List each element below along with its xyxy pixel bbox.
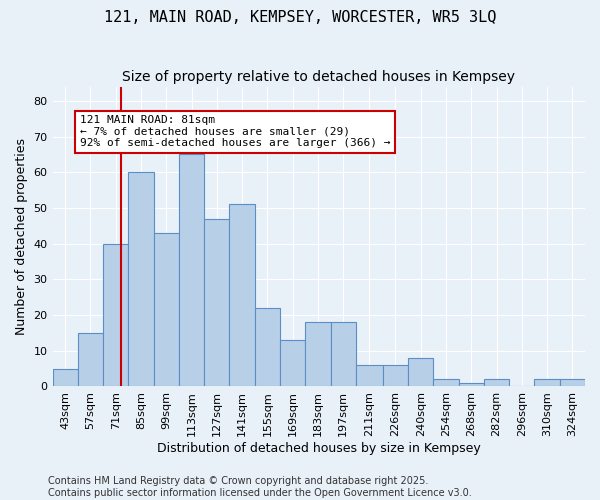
- Bar: [229, 204, 254, 386]
- Bar: [254, 308, 280, 386]
- Bar: [280, 340, 305, 386]
- Bar: [484, 380, 509, 386]
- Bar: [204, 218, 229, 386]
- Bar: [458, 383, 484, 386]
- Bar: [103, 244, 128, 386]
- Text: 121 MAIN ROAD: 81sqm
← 7% of detached houses are smaller (29)
92% of semi-detach: 121 MAIN ROAD: 81sqm ← 7% of detached ho…: [80, 115, 390, 148]
- Bar: [560, 380, 585, 386]
- Bar: [128, 172, 154, 386]
- Bar: [408, 358, 433, 386]
- Bar: [356, 365, 383, 386]
- Bar: [154, 233, 179, 386]
- Bar: [53, 368, 78, 386]
- Bar: [179, 154, 204, 386]
- Bar: [433, 380, 458, 386]
- X-axis label: Distribution of detached houses by size in Kempsey: Distribution of detached houses by size …: [157, 442, 481, 455]
- Bar: [305, 322, 331, 386]
- Bar: [78, 333, 103, 386]
- Bar: [535, 380, 560, 386]
- Bar: [331, 322, 356, 386]
- Title: Size of property relative to detached houses in Kempsey: Size of property relative to detached ho…: [122, 70, 515, 84]
- Text: 121, MAIN ROAD, KEMPSEY, WORCESTER, WR5 3LQ: 121, MAIN ROAD, KEMPSEY, WORCESTER, WR5 …: [104, 10, 496, 25]
- Y-axis label: Number of detached properties: Number of detached properties: [15, 138, 28, 335]
- Bar: [383, 365, 408, 386]
- Text: Contains HM Land Registry data © Crown copyright and database right 2025.
Contai: Contains HM Land Registry data © Crown c…: [48, 476, 472, 498]
